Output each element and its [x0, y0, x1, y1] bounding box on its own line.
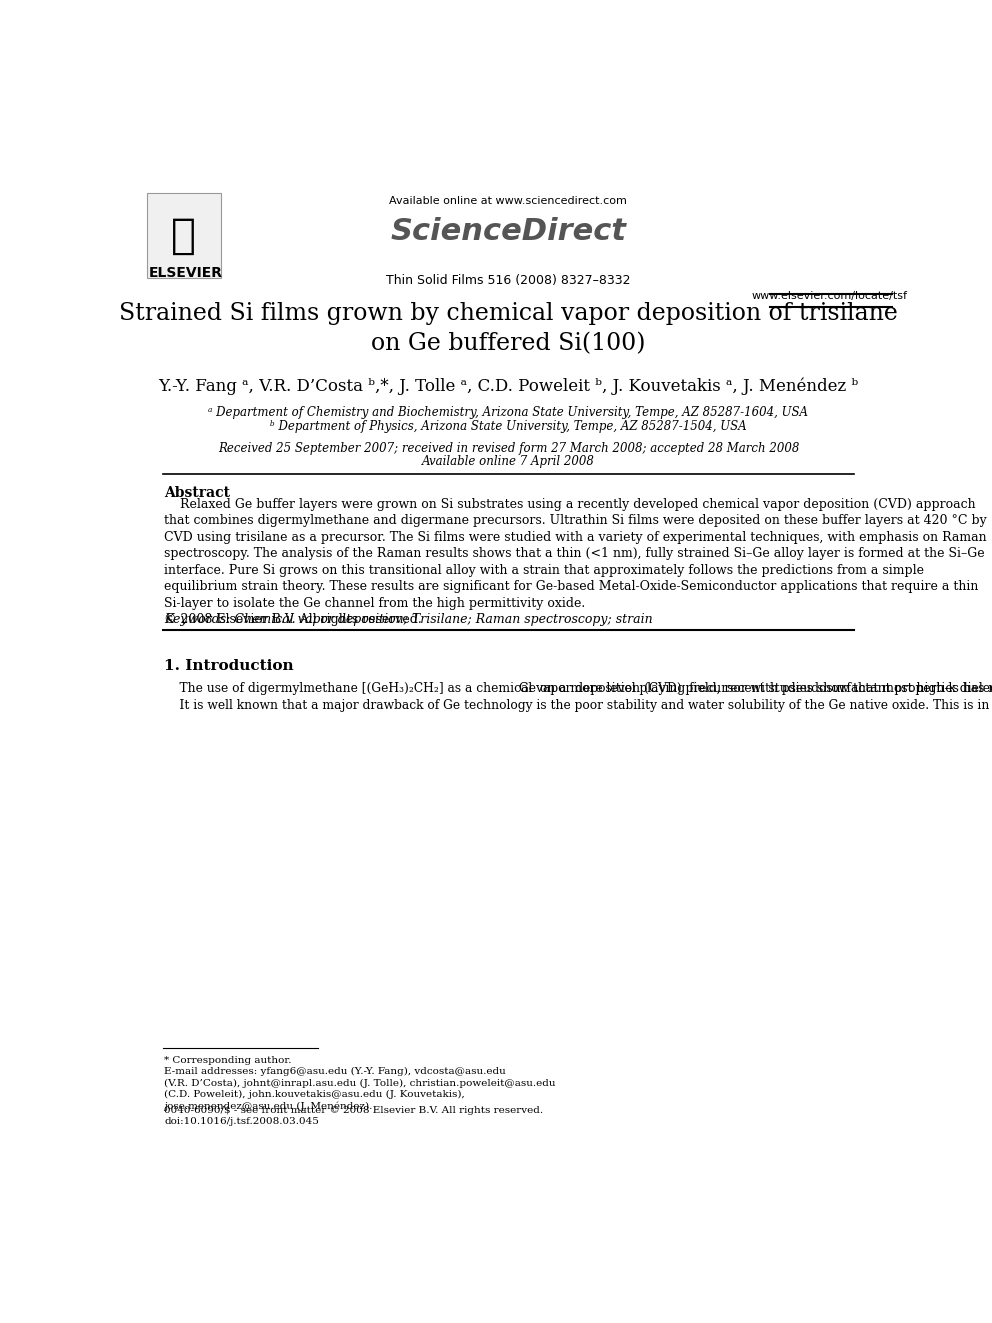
Text: www.elsevier.com/locate/tsf: www.elsevier.com/locate/tsf — [751, 291, 908, 300]
Text: ᵃ Department of Chemistry and Biochemistry, Arizona State University, Tempe, AZ : ᵃ Department of Chemistry and Biochemist… — [208, 406, 808, 419]
Text: doi:10.1016/j.tsf.2008.03.045: doi:10.1016/j.tsf.2008.03.045 — [165, 1118, 319, 1126]
Text: ᵇ Department of Physics, Arizona State University, Tempe, AZ 85287-1504, USA: ᵇ Department of Physics, Arizona State U… — [270, 421, 747, 433]
Text: 0040-6090/$ - see front matter © 2008 Elsevier B.V. All rights reserved.: 0040-6090/$ - see front matter © 2008 El… — [165, 1106, 544, 1115]
Text: E-mail addresses: yfang6@asu.edu (Y.-Y. Fang), vdcosta@asu.edu
(V.R. D’Costa), j: E-mail addresses: yfang6@asu.edu (Y.-Y. … — [165, 1068, 556, 1111]
Text: Thin Solid Films 516 (2008) 8327–8332: Thin Solid Films 516 (2008) 8327–8332 — [386, 274, 631, 287]
Text: The use of digermylmethane [(GeH₃)₂CH₂] as a chemical vapor deposition (CVD) pre: The use of digermylmethane [(GeH₃)₂CH₂] … — [165, 683, 992, 712]
Text: Abstract: Abstract — [165, 486, 230, 500]
Text: * Corresponding author.: * Corresponding author. — [165, 1056, 292, 1065]
Text: Received 25 September 2007; received in revised form 27 March 2008; accepted 28 : Received 25 September 2007; received in … — [217, 442, 800, 455]
Text: 1. Introduction: 1. Introduction — [165, 659, 294, 673]
Text: Available online at www.sciencedirect.com: Available online at www.sciencedirect.co… — [390, 196, 627, 206]
Text: Relaxed Ge buffer layers were grown on Si substrates using a recently developed : Relaxed Ge buffer layers were grown on S… — [165, 497, 987, 626]
Text: ELSEVIER: ELSEVIER — [149, 266, 223, 279]
Text: ScienceDirect: ScienceDirect — [391, 217, 626, 246]
Text: 🌳: 🌳 — [172, 214, 196, 257]
Text: Available online 7 April 2008: Available online 7 April 2008 — [422, 455, 595, 468]
Text: Keywords: Chemical vapor deposition; Trisilane; Raman spectroscopy; strain: Keywords: Chemical vapor deposition; Tri… — [165, 613, 653, 626]
Text: Y.-Y. Fang ᵃ, V.R. D’Costa ᵇ,*, J. Tolle ᵃ, C.D. Poweleit ᵇ, J. Kouvetakis ᵃ, J.: Y.-Y. Fang ᵃ, V.R. D’Costa ᵇ,*, J. Tolle… — [159, 377, 858, 394]
FancyBboxPatch shape — [147, 193, 221, 278]
Text: Strained Si films grown by chemical vapor deposition of trisilane
on Ge buffered: Strained Si films grown by chemical vapo… — [119, 302, 898, 355]
Text: Ge on a more level playing field, recent studies show that most high-k dielectri: Ge on a more level playing field, recent… — [519, 683, 992, 696]
